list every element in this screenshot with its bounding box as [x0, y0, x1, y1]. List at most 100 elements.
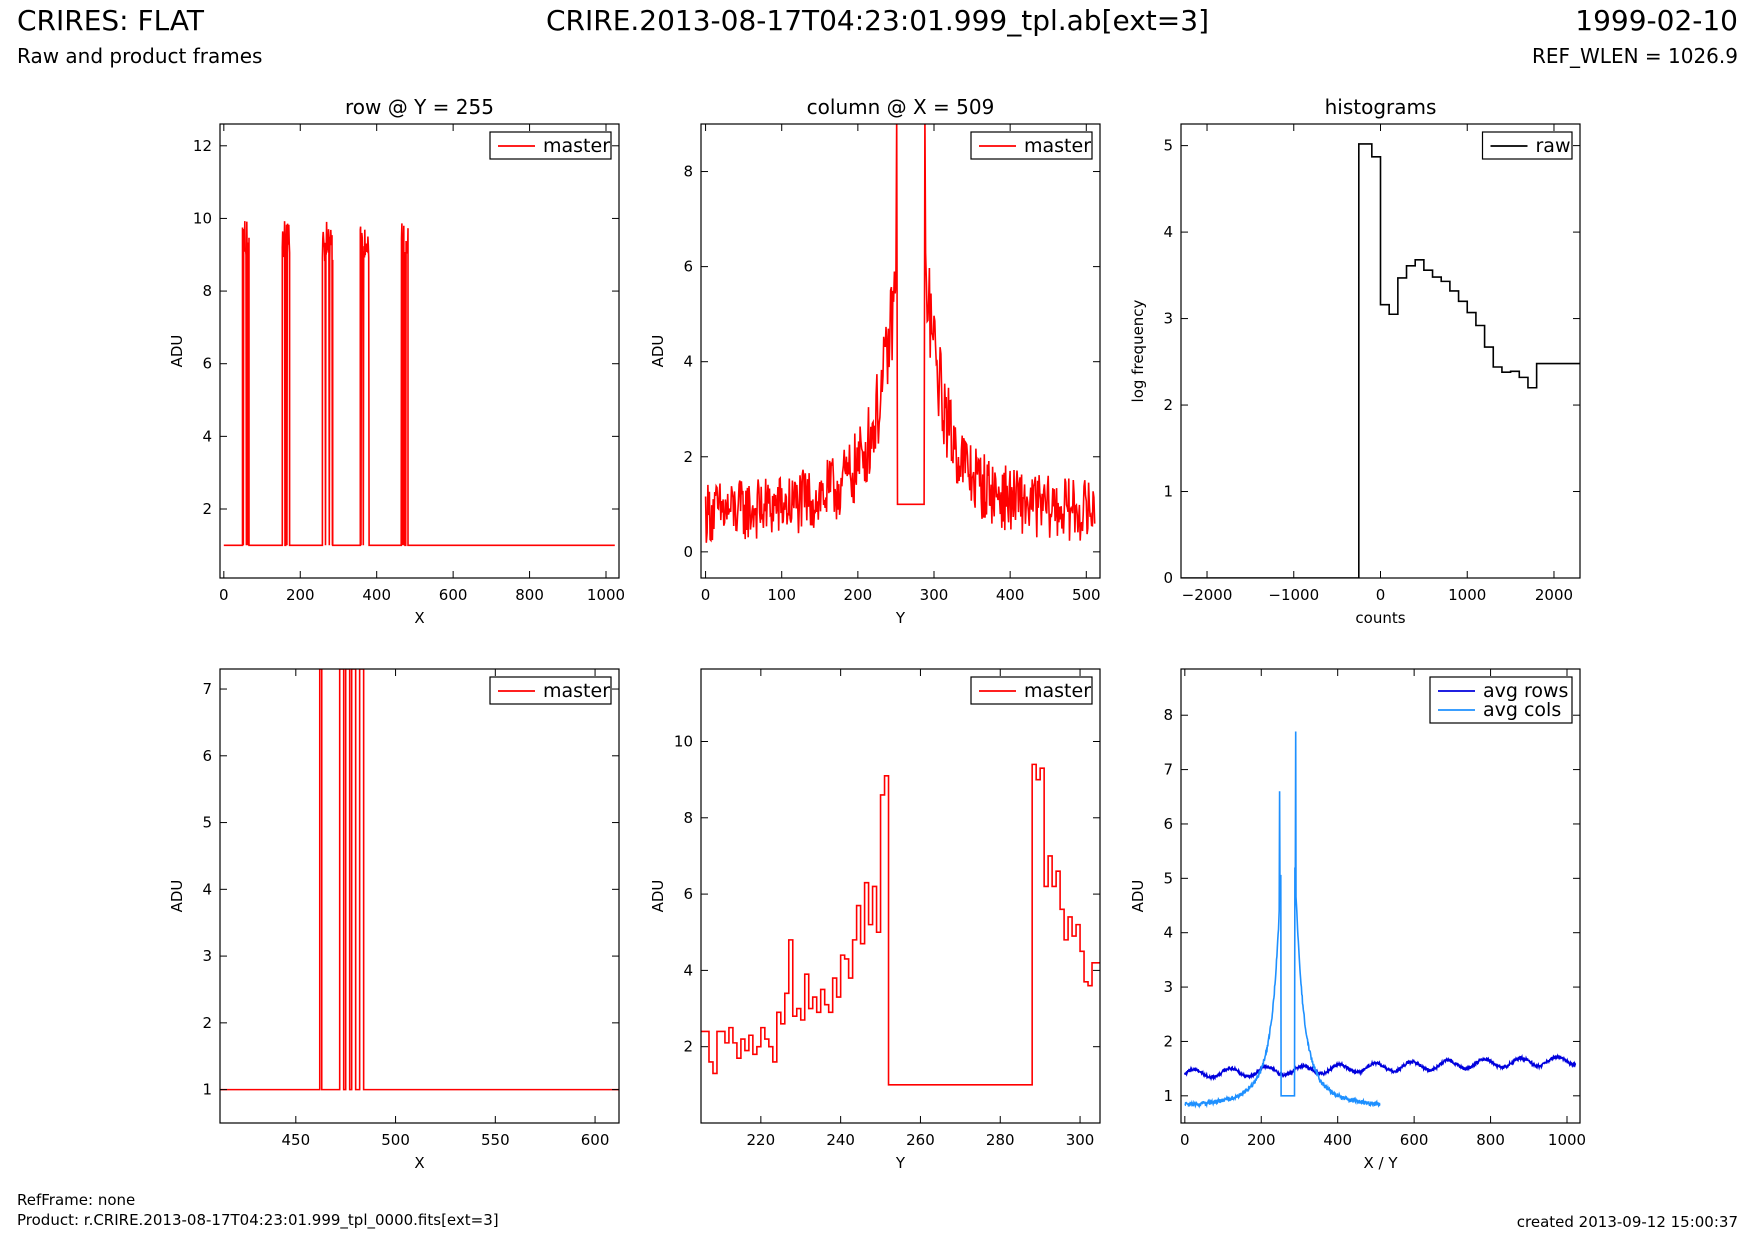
- y-tick-label: 8: [683, 163, 693, 181]
- y-tick-label: 3: [1163, 310, 1173, 328]
- series-avg-rows: [1184, 1053, 1577, 1082]
- y-tick-label: 6: [202, 355, 212, 373]
- x-tick-label: 400: [362, 586, 391, 604]
- y-tick-label: 10: [674, 732, 693, 750]
- x-tick-label: 240: [826, 1131, 855, 1149]
- y-tick-label: 5: [1163, 137, 1173, 155]
- y-tick-label: 0: [1163, 569, 1173, 587]
- x-tick-label: 100: [767, 586, 796, 604]
- y-tick-label: 2: [683, 448, 693, 466]
- y-axis-label: ADU: [1129, 880, 1147, 913]
- x-tick-label: 550: [481, 1131, 510, 1149]
- y-axis-label: ADU: [649, 880, 667, 913]
- plot-frame: [1180, 668, 1581, 1124]
- x-tick-label: 2000: [1535, 586, 1573, 604]
- x-tick-label: −1000: [1268, 586, 1319, 604]
- y-axis-label: ADU: [168, 880, 186, 913]
- y-axis-label: ADU: [649, 335, 667, 368]
- report-title: CRIRES: FLAT: [17, 4, 204, 37]
- x-tick-label: 300: [1066, 1131, 1095, 1149]
- y-tick-label: 4: [202, 880, 212, 898]
- ref-wlen-label: REF_WLEN = 1026.9: [1531, 44, 1738, 68]
- y-tick-label: 1: [1163, 1087, 1173, 1105]
- y-tick-label: 4: [683, 961, 693, 979]
- chart-row: row @ Y = 255 0 200 400 600 800 1000 2 4 6 8 10 12 X A…: [168, 95, 625, 627]
- chart-title: column @ X = 509: [807, 95, 995, 119]
- y-tick-label: 1: [202, 1081, 212, 1099]
- y-tick-label: 2: [202, 1014, 212, 1032]
- x-tick-label: 220: [747, 1131, 776, 1149]
- y-tick-label: 5: [1163, 869, 1173, 887]
- legend-label: master: [543, 135, 610, 157]
- y-tick-label: 6: [1163, 815, 1173, 833]
- y-tick-label: 5: [202, 814, 212, 832]
- y-tick-label: 12: [193, 137, 212, 155]
- plot-frame: [219, 668, 620, 1124]
- x-axis-label: X: [414, 1154, 424, 1172]
- y-tick-label: 8: [202, 282, 212, 300]
- x-tick-label: 200: [1247, 1131, 1276, 1149]
- y-axis-label: ADU: [168, 335, 186, 368]
- plot-frame: [219, 123, 620, 579]
- x-axis-label: X / Y: [1363, 1154, 1398, 1172]
- x-tick-label: 0: [701, 586, 711, 604]
- series-master: [220, 669, 619, 1091]
- chart-title: row @ Y = 255: [345, 95, 494, 119]
- chart-avg: 0 200 400 600 800 1000 1 2 3 4 5 6 7 8 X / Y ADU avg row…: [1129, 668, 1586, 1172]
- legend: master: [970, 131, 1093, 160]
- product-label: Product: r.CRIRE.2013-08-17T04:23:01.999…: [17, 1211, 499, 1229]
- legend: master: [489, 676, 612, 705]
- x-tick-label: 1000: [1548, 1131, 1586, 1149]
- legend-label: raw: [1536, 135, 1571, 157]
- y-tick-label: 4: [683, 353, 693, 371]
- legend: master: [489, 131, 612, 160]
- y-tick-label: 6: [683, 258, 693, 276]
- x-axis-label: counts: [1355, 609, 1405, 627]
- x-tick-label: 500: [381, 1131, 410, 1149]
- legend-label: master: [1024, 135, 1091, 157]
- legend: raw: [1481, 131, 1573, 160]
- y-tick-label: 4: [1163, 223, 1173, 241]
- y-tick-label: 1: [1163, 483, 1173, 501]
- x-tick-label: 450: [281, 1131, 310, 1149]
- x-tick-label: 800: [1476, 1131, 1505, 1149]
- series-avg-cols: [1184, 731, 1381, 1109]
- y-tick-label: 4: [1163, 924, 1173, 942]
- date-label: 1999-02-10: [1575, 4, 1738, 37]
- x-axis-label: Y: [895, 1154, 906, 1172]
- legend-label: master: [543, 680, 610, 702]
- legend-label: avg cols: [1483, 699, 1561, 721]
- x-tick-label: 0: [219, 586, 229, 604]
- x-tick-label: 600: [581, 1131, 610, 1149]
- x-tick-label: 600: [439, 586, 468, 604]
- y-tick-label: 4: [202, 427, 212, 445]
- series-master: [223, 221, 615, 547]
- y-tick-label: 2: [202, 500, 212, 518]
- plot-frame: [700, 668, 1101, 1124]
- series-master: [701, 763, 1100, 1086]
- legend-box: [1429, 676, 1573, 724]
- x-tick-label: 1000: [587, 586, 625, 604]
- y-tick-label: 8: [683, 809, 693, 827]
- chart-hist: histograms −2000 −1000 0 1000 2000 0 1 2 3 4 5 count…: [1129, 95, 1581, 627]
- x-tick-label: 0: [1180, 1131, 1190, 1149]
- chart-row-zoom: 450 500 550 600 1 2 3 4 5 6 7 X ADU master: [168, 668, 620, 1172]
- x-tick-label: 200: [844, 586, 873, 604]
- chart-col-zoom: 220 240 260 280 300 2 4 6 8 10 Y ADU master: [649, 668, 1101, 1172]
- y-tick-label: 3: [202, 947, 212, 965]
- x-axis-label: X: [414, 609, 424, 627]
- x-tick-label: 280: [986, 1131, 1015, 1149]
- x-tick-label: 200: [286, 586, 315, 604]
- y-tick-label: 8: [1163, 706, 1173, 724]
- chart-col: column @ X = 509 0 100 200 300 400 500 0 2 4 6 8 Y AD…: [649, 95, 1101, 627]
- x-tick-label: 260: [906, 1131, 935, 1149]
- legend-label: master: [1024, 680, 1091, 702]
- y-tick-label: 6: [202, 747, 212, 765]
- series-raw: [1181, 143, 1580, 578]
- x-tick-label: 0: [1376, 586, 1386, 604]
- y-tick-label: 7: [202, 680, 212, 698]
- x-tick-label: 800: [515, 586, 544, 604]
- x-tick-label: 1000: [1448, 586, 1486, 604]
